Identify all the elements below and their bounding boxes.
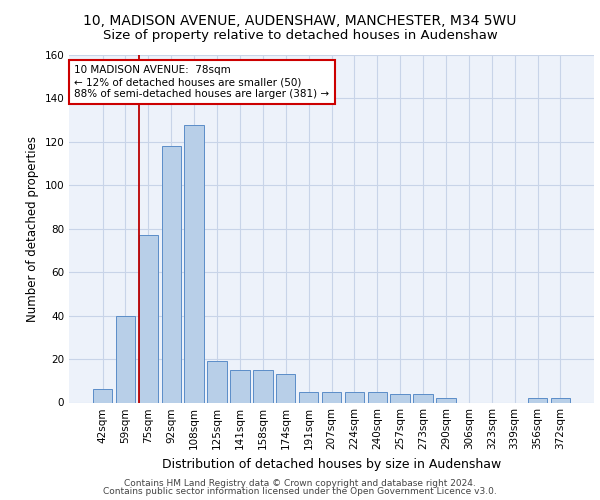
Bar — [230, 370, 250, 402]
Bar — [344, 392, 364, 402]
Bar — [116, 316, 135, 402]
Text: Size of property relative to detached houses in Audenshaw: Size of property relative to detached ho… — [103, 29, 497, 42]
Bar — [93, 390, 112, 402]
Text: Contains HM Land Registry data © Crown copyright and database right 2024.: Contains HM Land Registry data © Crown c… — [124, 478, 476, 488]
Bar — [436, 398, 455, 402]
Bar — [299, 392, 319, 402]
Bar — [276, 374, 295, 402]
X-axis label: Distribution of detached houses by size in Audenshaw: Distribution of detached houses by size … — [162, 458, 501, 471]
Y-axis label: Number of detached properties: Number of detached properties — [26, 136, 39, 322]
Text: 10 MADISON AVENUE:  78sqm
← 12% of detached houses are smaller (50)
88% of semi-: 10 MADISON AVENUE: 78sqm ← 12% of detach… — [74, 66, 329, 98]
Bar — [161, 146, 181, 403]
Text: 10, MADISON AVENUE, AUDENSHAW, MANCHESTER, M34 5WU: 10, MADISON AVENUE, AUDENSHAW, MANCHESTE… — [83, 14, 517, 28]
Bar — [184, 124, 204, 402]
Bar — [528, 398, 547, 402]
Bar — [253, 370, 272, 402]
Text: Contains public sector information licensed under the Open Government Licence v3: Contains public sector information licen… — [103, 487, 497, 496]
Bar — [391, 394, 410, 402]
Bar — [322, 392, 341, 402]
Bar — [208, 361, 227, 403]
Bar — [551, 398, 570, 402]
Bar — [368, 392, 387, 402]
Bar — [139, 236, 158, 402]
Bar — [413, 394, 433, 402]
